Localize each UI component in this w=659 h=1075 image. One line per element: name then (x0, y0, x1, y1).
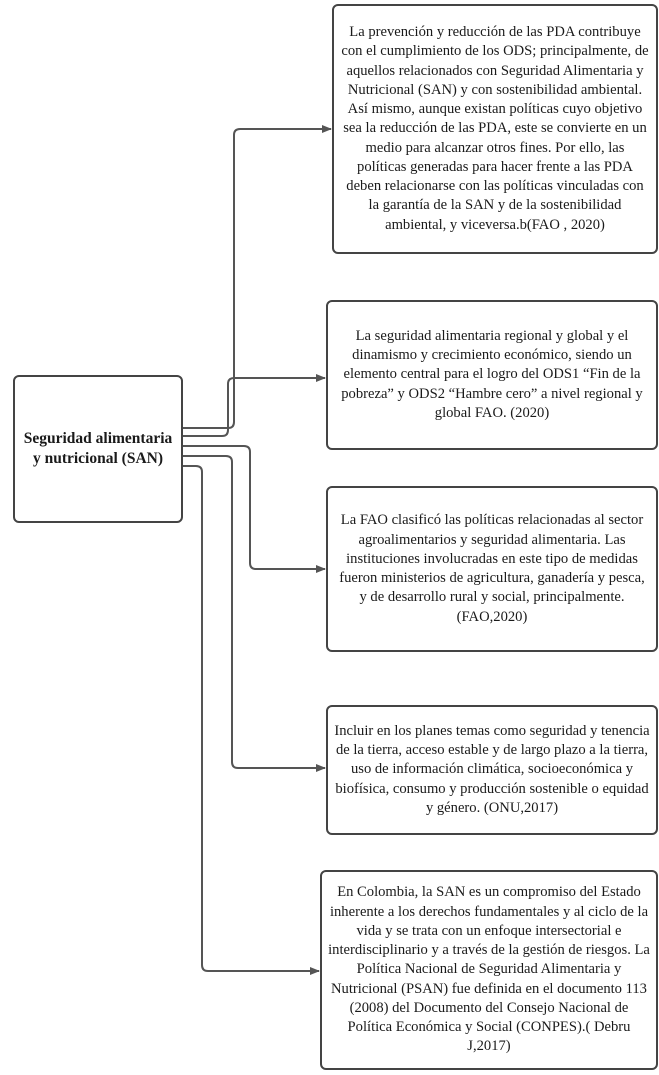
node-colombia-psan-text: En Colombia, la SAN es un compromiso del… (328, 884, 650, 1055)
node-pda-ods: La prevención y reducción de las PDA con… (332, 4, 658, 254)
node-planning-topics-text: Incluir en los planes temas como segurid… (334, 722, 650, 816)
connector-to-box-3 (182, 445, 326, 573)
root-node-label: Seguridad alimentaria y nutricional (SAN… (23, 429, 173, 467)
root-node-san: Seguridad alimentaria y nutricional (SAN… (13, 375, 183, 523)
node-fao-policies-text: La FAO clasificó las políticas relaciona… (339, 512, 645, 625)
node-regional-global-security: La seguridad alimentaria regional y glob… (326, 300, 658, 450)
node-regional-global-security-text: La seguridad alimentaria regional y glob… (341, 327, 643, 421)
connector-to-box-1 (182, 125, 332, 429)
node-planning-topics: Incluir en los planes temas como segurid… (326, 705, 658, 835)
connector-to-box-2 (182, 374, 326, 437)
node-colombia-psan: En Colombia, la SAN es un compromiso del… (320, 870, 658, 1070)
node-pda-ods-text: La prevención y reducción de las PDA con… (341, 24, 649, 233)
connector-to-box-4 (182, 455, 326, 772)
node-fao-policies: La FAO clasificó las políticas relaciona… (326, 486, 658, 652)
connector-to-box-5 (182, 465, 320, 975)
